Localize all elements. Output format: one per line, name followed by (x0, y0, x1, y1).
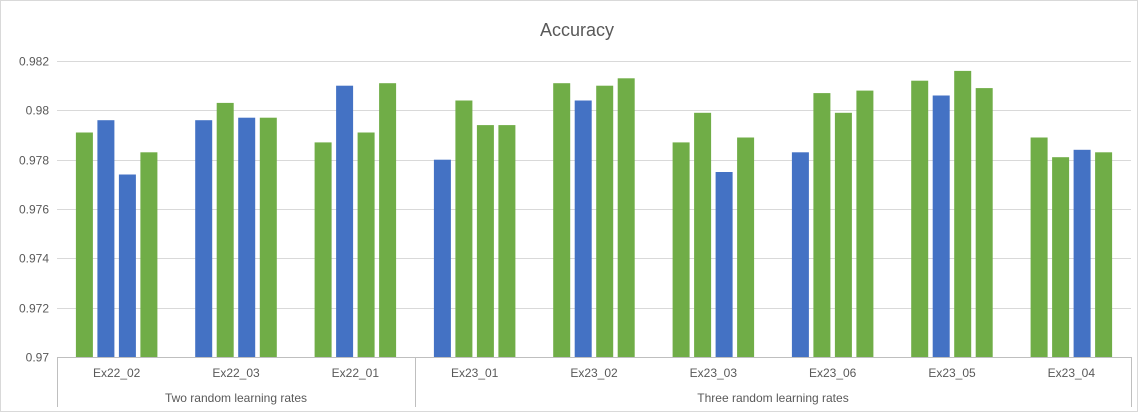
bar (379, 83, 397, 357)
bar (975, 88, 993, 357)
bar (617, 78, 635, 358)
bar (1030, 137, 1048, 357)
x-tick-label: Ex22_03 (212, 366, 260, 380)
bar (259, 117, 277, 357)
bar (791, 152, 809, 357)
bar (195, 120, 213, 357)
bar (694, 112, 712, 357)
bar (75, 132, 93, 357)
bar (140, 152, 158, 357)
bar (216, 102, 234, 358)
x-tick-label: Ex22_01 (332, 366, 380, 380)
bar (314, 142, 332, 357)
bars (75, 70, 1113, 358)
y-tick-label: 0.974 (19, 252, 49, 266)
y-tick-label: 0.98 (26, 104, 50, 118)
y-tick-label: 0.972 (19, 302, 49, 316)
bar (954, 70, 972, 358)
x-tick-label: Ex23_06 (809, 366, 857, 380)
y-tick-label: 0.97 (26, 351, 50, 365)
x-tick-label: Ex23_03 (690, 366, 738, 380)
bar (553, 83, 571, 357)
x-tick-label: Ex23_05 (928, 366, 976, 380)
bar (737, 137, 755, 357)
bar (911, 80, 929, 357)
chart-title: Accuracy (540, 20, 614, 40)
bar (1095, 152, 1113, 357)
bar (1073, 149, 1091, 357)
bar (498, 125, 516, 357)
bar (476, 125, 494, 357)
bar (596, 85, 614, 357)
y-tick-label: 0.978 (19, 154, 49, 168)
x-axis: Ex22_02 Ex22_03 Ex22_01 Ex23_01 Ex23_02 Ex23_… (57, 357, 1132, 407)
y-tick-label: 0.982 (19, 55, 49, 69)
bar (455, 100, 473, 357)
y-axis-ticks: 0.97 0.972 0.974 0.976 0.978 0.98 0.982 (19, 55, 49, 365)
bar (856, 90, 874, 357)
bar (97, 120, 115, 357)
bar (932, 95, 950, 357)
bar (238, 117, 256, 357)
bar (1052, 157, 1070, 357)
x-tick-label: Ex23_04 (1048, 366, 1096, 380)
group-label: Two random learning rates (165, 391, 307, 405)
x-tick-label: Ex23_01 (451, 366, 499, 380)
x-tick-label: Ex22_02 (93, 366, 141, 380)
bar (118, 174, 136, 357)
bar (357, 132, 375, 357)
bar (336, 85, 354, 357)
y-tick-label: 0.976 (19, 203, 49, 217)
group-label: Three random learning rates (697, 391, 848, 405)
bar (813, 93, 831, 357)
x-tick-label: Ex23_02 (570, 366, 618, 380)
bar (672, 142, 690, 357)
bar (715, 172, 733, 357)
gridlines (57, 61, 1131, 309)
bar (574, 100, 592, 357)
bar (433, 159, 451, 357)
bar (834, 112, 852, 357)
